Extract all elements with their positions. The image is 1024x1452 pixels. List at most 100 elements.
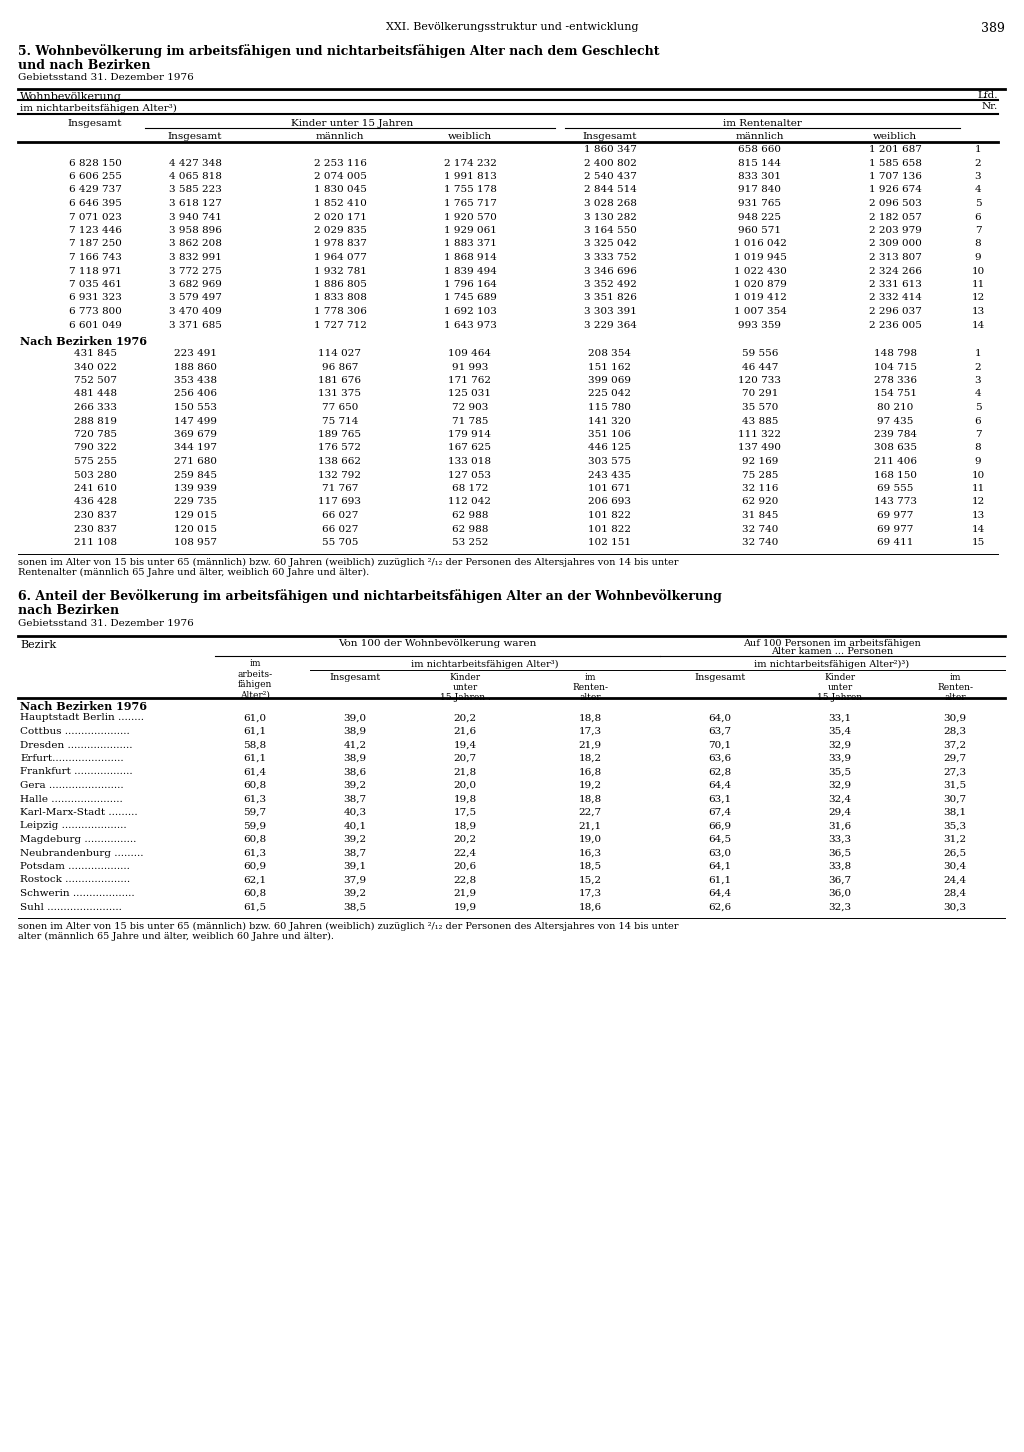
Text: 4 065 818: 4 065 818 [169, 171, 221, 182]
Text: 288 819: 288 819 [74, 417, 117, 425]
Text: Gebietsstand 31. Dezember 1976: Gebietsstand 31. Dezember 1976 [18, 619, 194, 627]
Text: Insgesamt: Insgesamt [694, 672, 745, 681]
Text: 64,4: 64,4 [709, 781, 731, 790]
Text: im nichtarbeitsfähigen Alter³): im nichtarbeitsfähigen Alter³) [20, 105, 177, 113]
Text: 29,4: 29,4 [828, 807, 852, 817]
Text: 29,7: 29,7 [943, 754, 967, 762]
Text: 38,9: 38,9 [343, 754, 367, 762]
Text: 20,2: 20,2 [454, 713, 476, 723]
Text: 176 572: 176 572 [318, 443, 361, 453]
Text: 1 692 103: 1 692 103 [443, 306, 497, 317]
Text: 1 727 712: 1 727 712 [313, 321, 367, 330]
Text: im
arbeits-
fähigen
Alter²): im arbeits- fähigen Alter²) [238, 659, 272, 700]
Text: 7 123 446: 7 123 446 [69, 227, 122, 235]
Text: Gera .......................: Gera ....................... [20, 781, 124, 790]
Text: 37,2: 37,2 [943, 741, 967, 749]
Text: 36,0: 36,0 [828, 889, 852, 897]
Text: 97 435: 97 435 [877, 417, 913, 425]
Text: 37,9: 37,9 [343, 876, 367, 884]
Text: 1 778 306: 1 778 306 [313, 306, 367, 317]
Text: 62,6: 62,6 [709, 903, 731, 912]
Text: 1 932 781: 1 932 781 [313, 267, 367, 276]
Text: 33,8: 33,8 [828, 862, 852, 871]
Text: 32,9: 32,9 [828, 741, 852, 749]
Text: 8: 8 [975, 240, 981, 248]
Text: 39,2: 39,2 [343, 889, 367, 897]
Text: 3 333 752: 3 333 752 [584, 253, 637, 261]
Text: 24,4: 24,4 [943, 876, 967, 884]
Text: 61,3: 61,3 [244, 848, 266, 858]
Text: 2 203 979: 2 203 979 [868, 227, 922, 235]
Text: 38,7: 38,7 [343, 848, 367, 858]
Text: 833 301: 833 301 [738, 171, 781, 182]
Text: 15: 15 [972, 539, 985, 547]
Text: 101 822: 101 822 [589, 511, 632, 520]
Text: 171 762: 171 762 [449, 376, 492, 385]
Text: Alter kamen ... Personen: Alter kamen ... Personen [771, 646, 893, 655]
Text: 67,4: 67,4 [709, 807, 731, 817]
Text: 30,7: 30,7 [943, 794, 967, 803]
Text: Kinder unter 15 Jahren: Kinder unter 15 Jahren [291, 119, 413, 128]
Text: 63,0: 63,0 [709, 848, 731, 858]
Text: 69 411: 69 411 [877, 539, 913, 547]
Text: 948 225: 948 225 [738, 212, 781, 222]
Text: 181 676: 181 676 [318, 376, 361, 385]
Text: Suhl .......................: Suhl ....................... [20, 903, 122, 912]
Text: 189 765: 189 765 [318, 430, 361, 439]
Text: Nach Bezirken 1976: Nach Bezirken 1976 [20, 335, 147, 347]
Text: 35,3: 35,3 [943, 822, 967, 831]
Text: 58,8: 58,8 [244, 741, 266, 749]
Text: 20,0: 20,0 [454, 781, 476, 790]
Text: 6 773 800: 6 773 800 [69, 306, 122, 317]
Text: 68 172: 68 172 [452, 484, 488, 494]
Text: 353 438: 353 438 [173, 376, 216, 385]
Text: Magdeburg ................: Magdeburg ................ [20, 835, 136, 844]
Text: 101 822: 101 822 [589, 524, 632, 533]
Text: 179 914: 179 914 [449, 430, 492, 439]
Text: 35,5: 35,5 [828, 768, 852, 777]
Text: 1 868 914: 1 868 914 [443, 253, 497, 261]
Text: 64,4: 64,4 [709, 889, 731, 897]
Text: 2 074 005: 2 074 005 [313, 171, 367, 182]
Text: 3 585 223: 3 585 223 [169, 186, 221, 195]
Text: 59 556: 59 556 [741, 348, 778, 359]
Text: Insgesamt: Insgesamt [68, 119, 122, 128]
Text: 2 313 807: 2 313 807 [868, 253, 922, 261]
Text: Insgesamt: Insgesamt [583, 132, 637, 141]
Text: im
Renten-
alter: im Renten- alter [937, 672, 973, 703]
Text: 3: 3 [975, 171, 981, 182]
Text: 132 792: 132 792 [318, 470, 361, 479]
Text: 5: 5 [975, 199, 981, 208]
Text: 120 733: 120 733 [738, 376, 781, 385]
Text: 15,2: 15,2 [579, 876, 601, 884]
Text: nach Bezirken: nach Bezirken [18, 604, 119, 617]
Text: 7: 7 [975, 430, 981, 439]
Text: 33,9: 33,9 [828, 754, 852, 762]
Text: 32,3: 32,3 [828, 903, 852, 912]
Text: Dresden ....................: Dresden .................... [20, 741, 132, 749]
Text: 53 252: 53 252 [452, 539, 488, 547]
Text: 3 371 685: 3 371 685 [169, 321, 221, 330]
Text: 104 715: 104 715 [873, 363, 916, 372]
Text: 229 735: 229 735 [173, 498, 216, 507]
Text: 41,2: 41,2 [343, 741, 367, 749]
Text: 17,5: 17,5 [454, 807, 476, 817]
Text: 38,1: 38,1 [943, 807, 967, 817]
Text: Leipzig ....................: Leipzig .................... [20, 822, 127, 831]
Text: 109 464: 109 464 [449, 348, 492, 359]
Text: 2 029 835: 2 029 835 [313, 227, 367, 235]
Text: Rostock ....................: Rostock .................... [20, 876, 130, 884]
Text: 69 977: 69 977 [877, 511, 913, 520]
Text: 69 977: 69 977 [877, 524, 913, 533]
Text: 151 162: 151 162 [589, 363, 632, 372]
Text: 960 571: 960 571 [738, 227, 781, 235]
Text: männlich: männlich [736, 132, 784, 141]
Text: 66,9: 66,9 [709, 822, 731, 831]
Text: 32,9: 32,9 [828, 781, 852, 790]
Text: 7 166 743: 7 166 743 [69, 253, 122, 261]
Text: Schwerin ...................: Schwerin ................... [20, 889, 134, 897]
Text: 28,3: 28,3 [943, 727, 967, 736]
Text: 31,6: 31,6 [828, 822, 852, 831]
Text: 18,8: 18,8 [579, 794, 601, 803]
Text: 446 125: 446 125 [589, 443, 632, 453]
